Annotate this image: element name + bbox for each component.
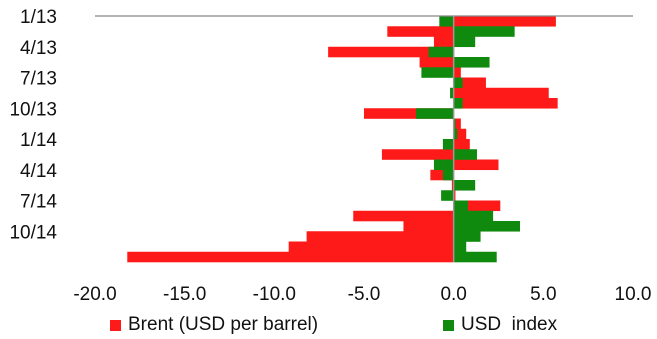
bar-usd-index-8-13	[450, 87, 454, 99]
x-tick-label: 0.0	[440, 284, 466, 305]
bar-brent-6-14	[453, 190, 456, 201]
bar-brent-1-14	[453, 139, 470, 150]
y-tick-label: 10/14	[9, 222, 57, 243]
x-tick-label: -5.0	[348, 284, 381, 305]
bar-brent-4-14	[430, 169, 454, 181]
bar-usd-index-5-14	[453, 180, 476, 191]
bar-brent-12-14	[127, 251, 454, 263]
x-tick-label: -20.0	[73, 284, 116, 305]
bar-usd-index-5-13	[453, 57, 490, 68]
bar-brent-8-14	[353, 210, 454, 222]
y-axis-labels: 1/13 4/13 7/13 10/13 1/14 4/14 7/14 10/14	[9, 7, 57, 243]
bar-usd-index-2-13	[453, 26, 515, 37]
bar-brent-9-14	[403, 221, 454, 232]
y-tick-label: 4/14	[20, 161, 57, 182]
bar-brent-3-13	[433, 36, 454, 48]
bar-usd-index-1-13	[439, 16, 454, 27]
bar-usd-index-12-14	[453, 251, 497, 263]
x-tick-label: -15.0	[163, 284, 206, 305]
bar-brent-9-13	[453, 98, 558, 109]
bar-brent-4-13	[328, 46, 454, 58]
bar-usd-index-1-14	[442, 139, 454, 150]
bar-usd-index-12-13	[453, 128, 458, 140]
bar-usd-index-4-14	[442, 169, 454, 181]
bar-usd-index-8-14	[453, 210, 494, 222]
bar-usd-index-7-13	[453, 77, 463, 89]
bar-usd-index-3-13	[453, 36, 476, 48]
bars-layer	[127, 16, 558, 263]
bar-usd-index-6-14	[441, 190, 454, 201]
bar-brent-5-13	[419, 57, 454, 68]
bar-usd-index-9-14	[453, 221, 521, 232]
x-tick-label: -10.0	[253, 284, 296, 305]
bar-usd-index-10-13	[416, 108, 454, 119]
bar-brent-10-14	[306, 231, 454, 242]
bar-usd-index-6-13	[421, 67, 454, 78]
legend-swatch-usd-index	[443, 319, 454, 331]
x-tick-label: 5.0	[530, 284, 556, 305]
y-tick-label: 1/13	[20, 7, 57, 28]
bar-brent-6-13	[453, 67, 461, 78]
legend-label-brent: Brent (USD per barrel)	[128, 314, 319, 335]
bar-usd-index-7-14	[453, 200, 469, 212]
bar-usd-index-9-13	[453, 98, 463, 109]
bar-brent-12-13	[453, 128, 467, 140]
bar-brent-11-14	[288, 241, 454, 253]
bar-brent-10-13	[364, 108, 454, 119]
bar-usd-index-4-13	[428, 46, 454, 58]
legend-swatch-brent	[110, 319, 121, 331]
bar-brent-5-14	[451, 180, 454, 191]
legend-item-usd-index: USD index	[443, 314, 557, 336]
legend-label-usd-index: USD index	[461, 314, 558, 335]
bar-brent-2-14	[381, 149, 454, 160]
x-tick-label: 10.0	[615, 284, 652, 305]
bar-usd-index-2-14	[453, 149, 477, 160]
bar-brent-7-14	[453, 200, 501, 212]
bar-usd-index-11-13	[453, 118, 456, 130]
y-tick-label: 7/13	[20, 69, 57, 90]
bar-brent-7-13	[453, 77, 486, 89]
legend: Brent (USD per barrel) USD index	[0, 314, 657, 339]
bar-brent-8-13	[453, 87, 549, 99]
bar-usd-index-10-14	[453, 231, 481, 242]
bar-usd-index-3-14	[433, 159, 454, 171]
y-tick-label: 7/14	[20, 192, 57, 213]
legend-item-brent: Brent (USD per barrel)	[110, 314, 318, 336]
bar-brent-1-13	[453, 16, 556, 27]
bar-usd-index-11-14	[453, 241, 467, 253]
x-axis-labels: -20.0 -15.0 -10.0 -5.0 0.0 5.0 10.0	[73, 284, 651, 305]
bar-brent-3-14	[453, 159, 499, 171]
bar-brent-2-13	[387, 26, 454, 37]
y-tick-label: 4/13	[20, 38, 57, 59]
y-tick-label: 1/14	[20, 130, 57, 151]
bar-brent-11-13	[453, 118, 461, 130]
y-tick-label: 10/13	[9, 99, 57, 120]
